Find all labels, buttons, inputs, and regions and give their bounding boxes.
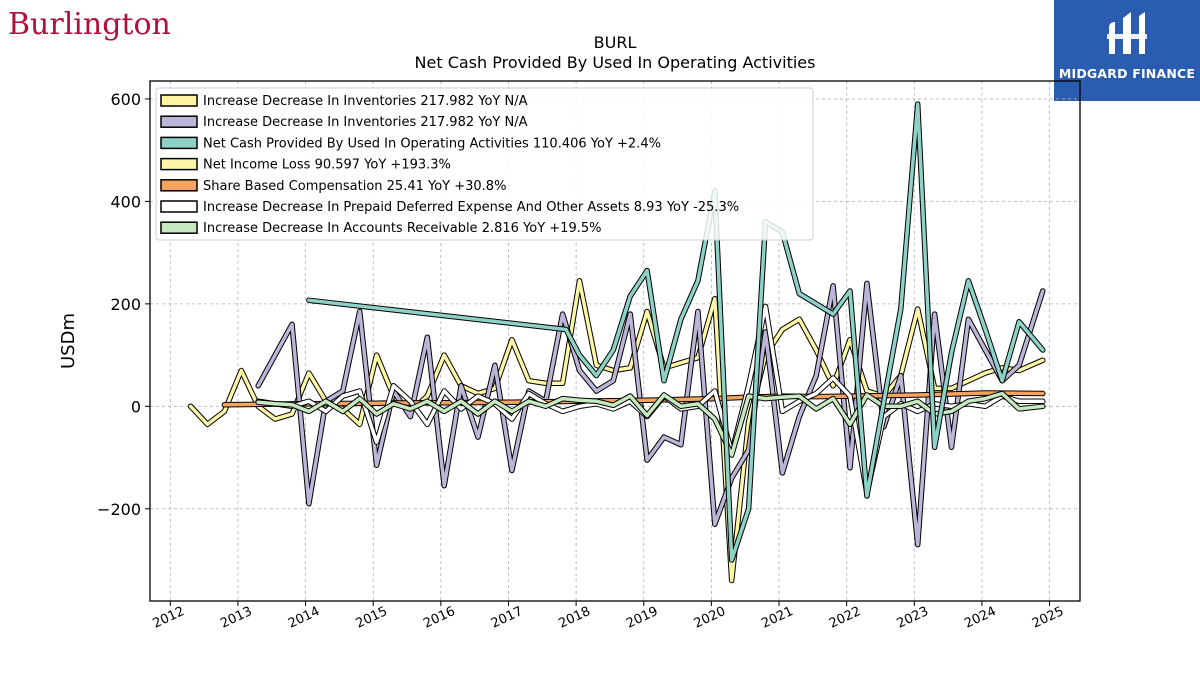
x-tick-label: 2021 [759, 604, 795, 632]
chart-title: BURL [594, 33, 637, 52]
legend-swatch [160, 136, 198, 150]
x-tick-label: 2012 [151, 604, 187, 632]
x-tick-label: 2025 [1030, 604, 1066, 632]
midgard-monogram-icon [1107, 12, 1147, 54]
x-tick-label: 2013 [218, 604, 254, 632]
burlington-logo: Burlington [8, 7, 171, 42]
legend: Increase Decrease In Inventories 217.982… [155, 87, 814, 241]
chart-subtitle: Net Cash Provided By Used In Operating A… [415, 53, 816, 72]
legend-swatch [160, 200, 198, 213]
legend-swatch [160, 221, 198, 234]
legend-swatch [160, 157, 198, 171]
x-tick-label: 2022 [827, 604, 863, 632]
x-tick-label: 2015 [354, 604, 390, 632]
legend-label: Share Based Compensation 25.41 YoY +30.8… [203, 179, 506, 194]
legend-swatch [160, 94, 198, 107]
x-tick-label: 2016 [421, 604, 457, 632]
midgard-finance-badge: MIDGARD FINANCE [1054, 0, 1200, 101]
legend-label: Increase Decrease In Inventories 217.982… [203, 94, 528, 109]
series-line [307, 102, 1045, 562]
legend-label: Increase Decrease In Prepaid Deferred Ex… [203, 200, 739, 215]
y-tick-label: 600 [110, 90, 141, 109]
plot-frame [149, 80, 1081, 602]
x-tick-label: 2020 [692, 604, 728, 632]
x-tick-label: 2024 [962, 604, 998, 632]
x-tick-label: 2014 [286, 604, 322, 632]
legend-swatch [160, 115, 198, 128]
legend-label: Increase Decrease In Inventories 217.982… [203, 115, 528, 130]
y-tick-label: 200 [110, 295, 141, 314]
series-line [256, 391, 1045, 457]
legend-label: Net Cash Provided By Used In Operating A… [203, 136, 661, 151]
midgard-finance-text: MIDGARD FINANCE [1058, 66, 1196, 81]
series-5 [255, 390, 1046, 458]
y-tick-label: −200 [97, 500, 141, 519]
legend-box [155, 87, 814, 241]
y-axis-label: USDm [58, 313, 79, 369]
series-1 [306, 101, 1046, 563]
series-line [256, 281, 1045, 547]
y-tick-label: 0 [131, 397, 141, 416]
x-tick-label: 2019 [624, 604, 660, 632]
x-tick-label: 2023 [895, 604, 931, 632]
x-tick-label: 2017 [489, 604, 525, 632]
burlington-logo-text: Burlington [8, 7, 171, 42]
y-tick-label: 400 [110, 192, 141, 211]
legend-swatch [160, 179, 198, 192]
series-group [187, 101, 1046, 584]
x-tick-label: 2018 [556, 604, 592, 632]
series-0 [255, 280, 1046, 548]
legend-label: Net Income Loss 90.597 YoY +193.3% [203, 158, 451, 173]
legend-label: Increase Decrease In Accounts Receivable… [203, 221, 601, 236]
